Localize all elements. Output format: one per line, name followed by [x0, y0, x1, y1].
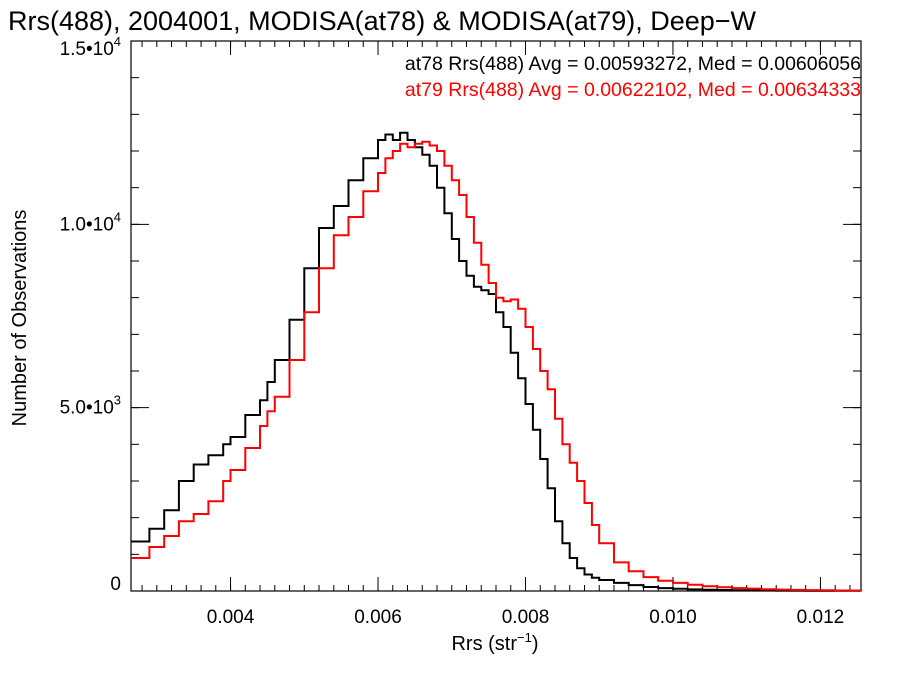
x-tick-label: 0.012 [797, 607, 845, 628]
plot-frame [130, 40, 862, 592]
y-tick-label: 1.5•104 [60, 34, 121, 60]
legend: at78 Rrs(488) Avg = 0.00593272, Med = 0.… [405, 53, 861, 101]
legend-entry-at78: at78 Rrs(488) Avg = 0.00593272, Med = 0.… [405, 53, 861, 75]
x-tick-label: 0.004 [207, 607, 255, 628]
series-layer [131, 131, 862, 592]
y-tick-label: 0 [110, 574, 121, 595]
series-at79-line [131, 140, 862, 592]
y-tick-label: 5.0•103 [60, 393, 121, 419]
chart-title: Rrs(488), 2004001, MODISA(at78) & MODISA… [8, 6, 757, 36]
y-axis-label: Number of Observations [9, 210, 31, 427]
x-axis-label-superscript: −1 [517, 630, 532, 645]
x-tick-label: 0.010 [649, 607, 697, 628]
x-axis-label: Rrs (str−1) [451, 630, 538, 655]
legend-entry-at79: at79 Rrs(488) Avg = 0.00622102, Med = 0.… [405, 79, 861, 101]
x-axis-label-main: Rrs (str [451, 633, 517, 655]
y-tick-label: 1.0•104 [60, 209, 121, 235]
x-tick-label: 0.006 [354, 607, 402, 628]
series-at78-line [131, 131, 861, 592]
plot-border [130, 40, 862, 592]
x-axis: 0.004 0.006 0.008 0.010 0.012 [141, 41, 851, 628]
x-tick-label: 0.008 [502, 607, 550, 628]
x-axis-label-end: ) [532, 633, 539, 655]
